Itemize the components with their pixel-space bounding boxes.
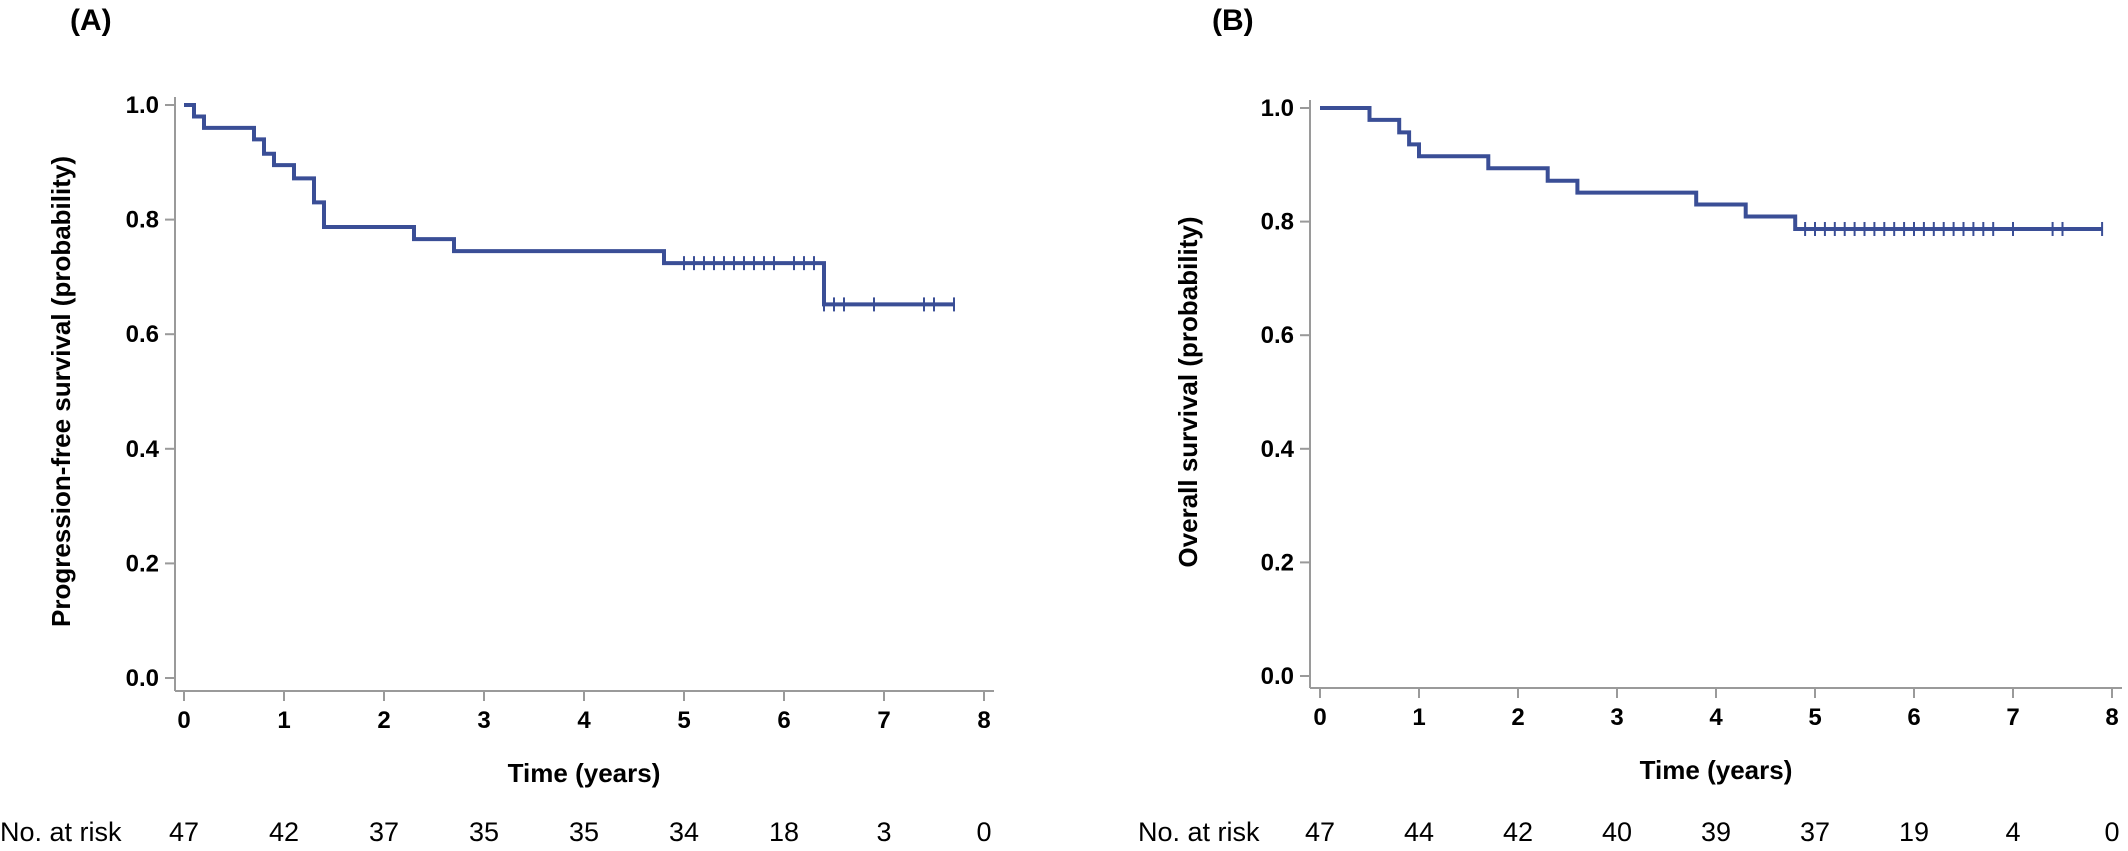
x-tick-label: 4 (577, 707, 591, 734)
risk-count: 37 (369, 817, 399, 847)
risk-table-label: No. at risk (0, 817, 122, 847)
panel-label: (A) (70, 4, 112, 37)
y-tick-label: 0.4 (126, 436, 160, 463)
risk-count: 35 (569, 817, 599, 847)
x-tick-label: 1 (1412, 704, 1425, 731)
x-tick-label: 0 (177, 707, 190, 734)
risk-count: 3 (876, 817, 891, 847)
x-tick-label: 7 (2006, 704, 2019, 731)
x-tick-label: 2 (377, 707, 390, 734)
risk-count: 47 (169, 817, 199, 847)
risk-count: 0 (976, 817, 991, 847)
y-tick-label: 0.0 (1261, 663, 1294, 690)
risk-count: 37 (1800, 817, 1830, 847)
risk-count: 18 (769, 817, 799, 847)
y-tick-label: 0.8 (1261, 209, 1294, 236)
survival-step-line (1320, 106, 2103, 231)
panel-a: (A) 0.0 0.2 0.4 0.6 0.8 1.0 0 1 2 3 4 5 6 7 8 Time (yea… (0, 0, 1060, 851)
risk-count: 39 (1701, 817, 1731, 847)
y-tick-label: 0.4 (1261, 436, 1295, 463)
risk-count: 47 (1305, 817, 1335, 847)
x-tick-label: 4 (1709, 704, 1723, 731)
x-tick-label: 2 (1511, 704, 1524, 731)
x-tick-label: 8 (977, 707, 990, 734)
x-tick-label: 6 (777, 707, 790, 734)
x-tick-label: 6 (1907, 704, 1920, 731)
y-axis-label: Overall survival (probability) (1173, 216, 1203, 567)
x-tick-label: 1 (277, 707, 290, 734)
overall-survival-chart: 0.0 0.2 0.4 0.6 0.8 1.0 0 1 2 3 4 5 6 7 8 Time (years) O… (1138, 95, 2122, 847)
x-tick-label: 8 (2105, 704, 2118, 731)
y-tick-label: 0.2 (1261, 549, 1294, 576)
risk-count: 4 (2005, 817, 2020, 847)
risk-count: 34 (669, 817, 699, 847)
risk-table-label: No. at risk (1138, 817, 1260, 847)
y-tick-label: 0.6 (1261, 322, 1294, 349)
x-tick-label: 0 (1313, 704, 1326, 731)
x-tick-label: 7 (877, 707, 890, 734)
x-axis-label: Time (years) (1640, 755, 1793, 785)
x-tick-label: 3 (1610, 704, 1623, 731)
x-tick-label: 5 (677, 707, 690, 734)
risk-count: 40 (1602, 817, 1632, 847)
risk-count: 19 (1899, 817, 1929, 847)
risk-count: 42 (269, 817, 299, 847)
x-axis-label: Time (years) (508, 758, 661, 788)
y-tick-label: 0.0 (126, 665, 159, 692)
x-tick-label: 3 (477, 707, 490, 734)
panel-label: (B) (1212, 4, 1254, 37)
y-tick-label: 0.6 (126, 321, 159, 348)
panel-b: (B) 0.0 0.2 0.4 0.6 0.8 1.0 0 1 2 3 4 5 6 7 8 Time (yea… (1060, 0, 2128, 851)
risk-count: 42 (1503, 817, 1533, 847)
y-tick-label: 1.0 (1261, 95, 1294, 122)
risk-count: 0 (2104, 817, 2119, 847)
y-tick-label: 0.2 (126, 550, 159, 577)
risk-count: 35 (469, 817, 499, 847)
y-tick-label: 0.8 (126, 207, 159, 234)
survival-step-line (184, 103, 954, 307)
risk-count: 44 (1404, 817, 1434, 847)
y-tick-label: 1.0 (126, 92, 159, 119)
x-tick-label: 5 (1808, 704, 1821, 731)
y-axis-label: Progression-free survival (probability) (46, 156, 76, 627)
